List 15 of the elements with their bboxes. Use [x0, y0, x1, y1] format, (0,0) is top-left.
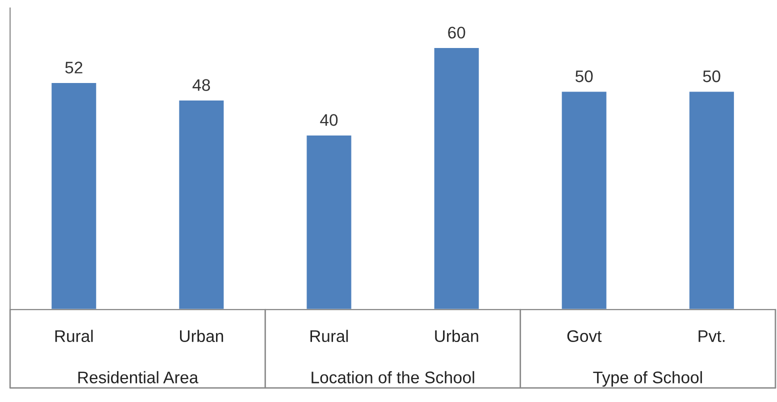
data-label: 50 — [576, 70, 593, 82]
data-label: 40 — [320, 114, 338, 126]
x-tick-label: Govt — [567, 330, 602, 342]
x-tick-label: Urban — [180, 330, 224, 342]
x-tick-label: Rural — [310, 330, 348, 342]
x-tick-label: Urban — [435, 330, 478, 342]
data-label: 50 — [703, 70, 720, 82]
data-label: 52 — [65, 62, 82, 74]
x-tick-label: Pvt. — [698, 330, 724, 342]
text: Type of School — [593, 371, 702, 387]
data-label: 60 — [448, 26, 466, 39]
data-label: 48 — [192, 79, 210, 91]
x-tick-label: Rural — [55, 330, 93, 342]
text: Location of the School — [312, 371, 474, 384]
text: Residential Area — [78, 371, 198, 384]
